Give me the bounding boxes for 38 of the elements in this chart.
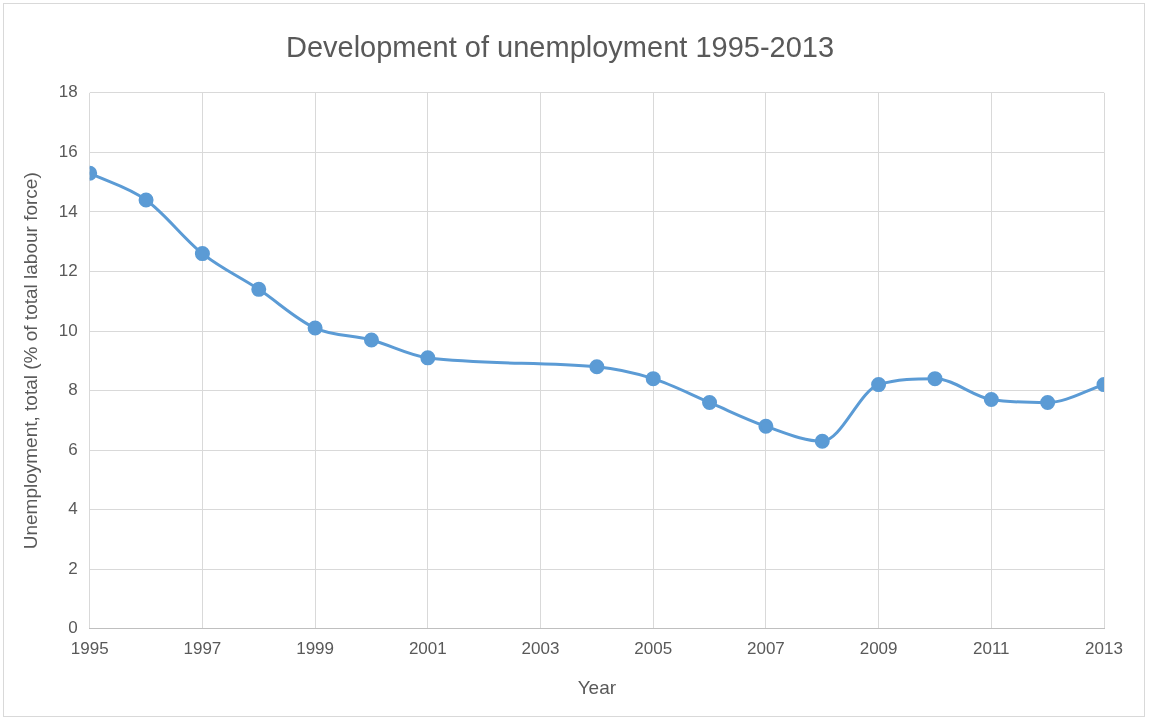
point [814, 433, 830, 449]
point [871, 377, 887, 393]
x-tick-label: 2013 [1085, 638, 1123, 658]
point [138, 192, 154, 208]
x-tick-label: 2003 [521, 638, 560, 658]
x-tick-label: 1995 [70, 638, 109, 658]
point [983, 392, 999, 408]
x-tick-label: 2005 [634, 638, 673, 658]
point [307, 320, 323, 336]
y-tick-label: 16 [58, 142, 78, 162]
y-tick-label: 6 [68, 439, 78, 459]
point [194, 246, 210, 262]
y-axis-title: Unemployment, total (% of total labour force) [19, 172, 41, 550]
point [702, 394, 718, 410]
point [645, 371, 661, 387]
y-tick-label: 14 [58, 201, 78, 221]
y-tick-label: 10 [58, 320, 78, 340]
point [363, 332, 379, 348]
point [1040, 394, 1056, 410]
x-tick-label: 1997 [183, 638, 222, 658]
point [927, 371, 943, 387]
x-tick-label: 2001 [408, 638, 447, 658]
x-tick-label: 2007 [746, 638, 785, 658]
x-tick-label: 2009 [859, 638, 898, 658]
y-tick-label: 2 [68, 558, 78, 578]
chart-title: Development of unemployment 1995-2013 [285, 31, 835, 64]
x-tick-label: 2011 [973, 638, 1010, 658]
y-tick-label: 12 [58, 261, 78, 281]
point [758, 418, 774, 434]
y-tick-label: 8 [68, 380, 78, 400]
point [251, 281, 267, 297]
point [420, 350, 436, 366]
y-tick-label: 4 [68, 499, 78, 519]
x-axis-title: Year [577, 676, 617, 698]
x-tick-label: 1999 [296, 638, 335, 658]
y-tick-label: 18 [58, 82, 78, 102]
point [589, 359, 605, 375]
y-tick-label: 0 [68, 618, 78, 638]
